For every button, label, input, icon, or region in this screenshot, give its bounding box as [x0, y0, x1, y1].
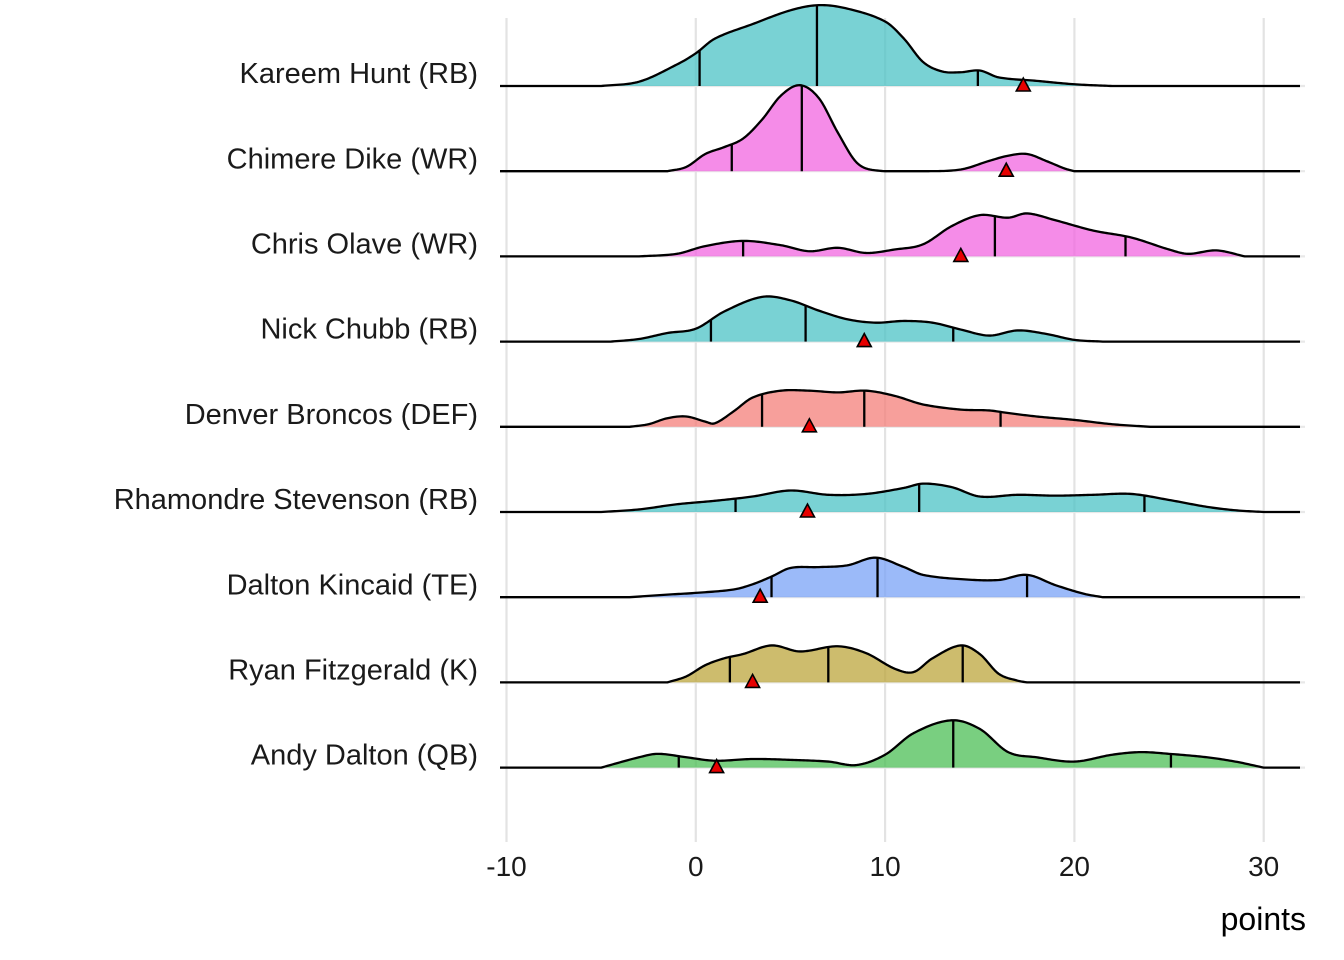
ridge-fill-8 [601, 720, 1264, 768]
projection-marker-1 [997, 161, 1015, 177]
ridge-outline-2 [500, 212, 1300, 258]
ridge-fill-1 [667, 85, 1075, 172]
row-label-5: Rhamondre Stevenson (RB) [114, 484, 478, 516]
projection-marker-6 [751, 587, 769, 603]
ridge-outline-4 [500, 388, 1300, 428]
ridge-7 [500, 644, 1300, 689]
x-tick-label-30: 30 [1248, 851, 1279, 882]
projection-marker-0 [1014, 76, 1032, 92]
x-tick-label-20: 20 [1059, 851, 1090, 882]
label-layer: Kareem Hunt (RB) Chimere Dike (WR) Chris O… [114, 58, 478, 772]
x-axis-title: points [1221, 901, 1306, 937]
x-tick-label-10: 10 [870, 851, 901, 882]
ridge-1 [500, 84, 1300, 177]
ridge-fill-2 [639, 213, 1245, 257]
projection-marker-5 [799, 502, 816, 518]
ridge-fill-4 [629, 390, 1151, 427]
ridge-outline-7 [500, 644, 1300, 684]
ridge-0 [500, 3, 1300, 92]
ridge-outline-0 [500, 3, 1300, 88]
projection-marker-3 [855, 331, 873, 348]
ridge-fill-0 [601, 5, 1113, 86]
projection-marker-7 [744, 672, 761, 689]
projection-marker-2 [952, 246, 970, 263]
ridge-6 [500, 556, 1300, 603]
grid-layer [500, 18, 1305, 842]
ridge-fill-7 [667, 645, 1028, 683]
ridge-outline-3 [500, 295, 1300, 343]
ridge-3 [500, 295, 1300, 348]
x-tick-label-0: 0 [688, 851, 704, 882]
ridge-5 [500, 482, 1300, 518]
row-label-4: Denver Broncos (DEF) [185, 399, 478, 431]
row-label-7: Ryan Fitzgerald (K) [228, 655, 478, 687]
ridge-outline-5 [500, 482, 1300, 514]
projection-marker-4 [801, 417, 818, 433]
ridge-outline-8 [500, 719, 1300, 769]
row-label-8: Andy Dalton (QB) [251, 740, 478, 772]
row-label-1: Chimere Dike (WR) [227, 143, 478, 175]
row-label-2: Chris Olave (WR) [251, 229, 478, 261]
row-label-3: Nick Chubb (RB) [260, 314, 478, 346]
row-label-0: Kareem Hunt (RB) [239, 58, 478, 90]
ridge-2 [500, 212, 1300, 263]
ridge-outline-6 [500, 556, 1300, 599]
ridge-fill-3 [610, 296, 1103, 342]
ridge-outline-1 [500, 84, 1300, 173]
x-axis: -10 0 10 20 30 [486, 851, 1279, 882]
ridge-fill-6 [629, 557, 1103, 598]
x-tick-label--10: -10 [486, 851, 526, 882]
ridge-fill-5 [601, 483, 1264, 512]
ridge-4 [500, 388, 1300, 433]
row-label-6: Dalton Kincaid (TE) [227, 569, 478, 601]
ridge-8 [500, 719, 1300, 774]
projection-marker-8 [708, 757, 725, 774]
ridge-layer [500, 3, 1300, 774]
